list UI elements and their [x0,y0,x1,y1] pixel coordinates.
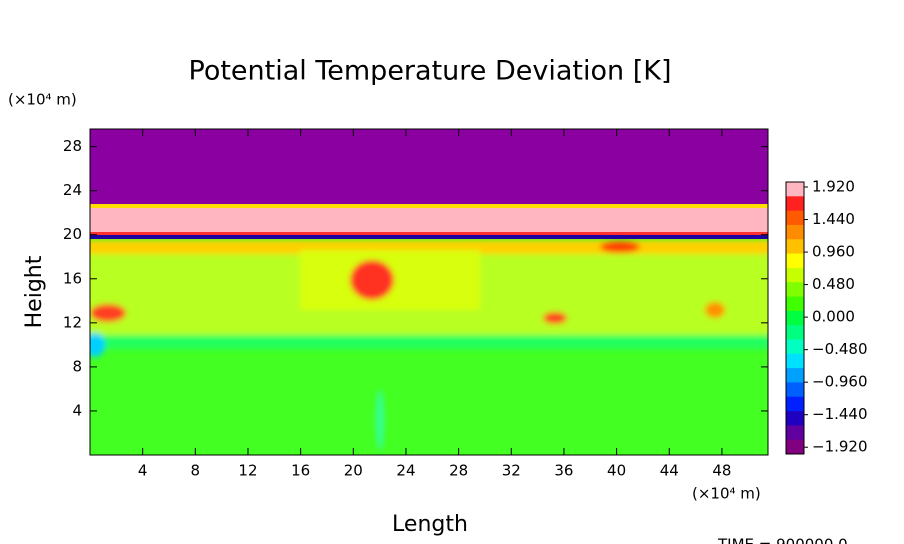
colorbar-tick-label: 0.480 [812,275,855,293]
colorbar-tick-label: −0.960 [812,373,868,391]
colorbar-tick-label: 0.000 [812,308,855,326]
colorbar-band [786,411,804,426]
x-tick-label: 16 [291,462,310,480]
plot-frame [89,128,769,456]
x-tick-label: 40 [607,462,626,480]
y-tick-label: 20 [63,225,82,243]
colorbar-band [786,196,804,212]
x-tick-label: 8 [191,462,201,480]
x-tick-label: 32 [502,462,521,480]
y-unit: (×10⁴ m) [8,91,77,109]
colorbar-band [786,267,804,283]
time-label: TIME = 900000.0 [717,536,848,544]
colorbar-band [786,210,804,226]
colorbar-band [786,353,804,369]
colorbar-tick-label: 1.440 [812,210,855,228]
y-tick-label: 8 [72,357,82,375]
x-tick-label: 24 [396,462,415,480]
colorbar-band [786,325,804,340]
x-unit: (×10⁴ m) [692,485,761,503]
colorbar-band [786,282,804,298]
colorbar-band [786,439,804,455]
y-tick-label: 4 [72,401,82,419]
colorbar-band [786,182,804,197]
y-tick-label: 28 [63,137,82,155]
x-tick-label: 28 [449,462,468,480]
y-axis-label: Height [22,255,47,328]
y-tick-label: 12 [63,313,82,331]
colorbar-band [786,296,804,312]
colorbar-tick-label: −0.480 [812,340,868,358]
y-tick-label: 24 [63,181,82,199]
colorbar-band [786,239,804,255]
y-tick-label: 16 [63,269,82,287]
colorbar-band [786,253,804,269]
colorbar-band [786,396,804,412]
colorbar-tick-label: −1.440 [812,405,868,423]
x-tick-label: 48 [712,462,731,480]
x-tick-label: 4 [138,462,148,480]
colorbar-band [786,224,804,240]
x-tick-label: 20 [344,462,363,480]
colorbar-band [786,382,804,398]
colorbar-tick-label: 1.920 [812,178,855,196]
x-tick-label: 44 [660,462,679,480]
colorbar-frame [785,181,805,455]
x-tick-label: 12 [238,462,257,480]
x-tick-label: 36 [554,462,573,480]
colorbar-band [786,425,804,441]
colorbar-band [786,339,804,355]
colorbar-tick-label: −1.920 [812,438,868,456]
field [90,129,768,455]
chart-title: Potential Temperature Deviation [K] [189,56,672,87]
colorbar-band [786,368,804,383]
x-axis-label: Length [392,512,468,537]
colorbar-tick-label: 0.960 [812,243,855,261]
colorbar-band [786,310,804,326]
